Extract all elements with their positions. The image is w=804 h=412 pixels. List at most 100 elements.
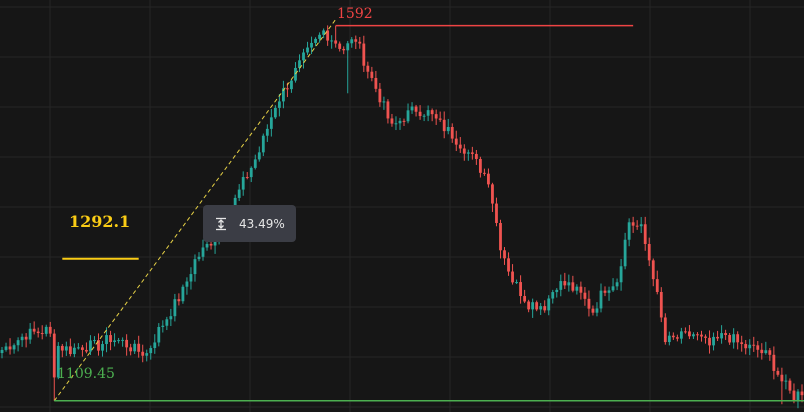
candle	[362, 35, 366, 72]
candle	[398, 117, 402, 130]
candle	[189, 267, 193, 290]
measure-tooltip: 43.49%	[203, 205, 296, 242]
candle	[591, 305, 595, 316]
candles	[0, 25, 804, 409]
candle	[603, 286, 607, 297]
candle	[253, 154, 257, 170]
candle	[756, 340, 760, 358]
candle	[559, 274, 563, 297]
candle	[639, 217, 643, 234]
candle	[792, 383, 796, 404]
candle	[547, 295, 551, 316]
candle	[390, 113, 394, 127]
candle	[800, 384, 804, 403]
candle	[197, 252, 201, 262]
candle	[776, 367, 780, 377]
candle	[748, 339, 752, 356]
candle	[635, 220, 639, 230]
candle	[370, 66, 374, 82]
candle	[141, 344, 145, 363]
candle	[692, 332, 695, 339]
candle	[193, 254, 197, 282]
candle	[81, 344, 84, 357]
candle	[551, 289, 555, 304]
candle	[503, 247, 506, 265]
candle	[89, 335, 92, 356]
candle	[796, 389, 800, 409]
candle	[772, 346, 776, 380]
candle	[318, 32, 321, 43]
measure-percent: 43.49%	[239, 216, 285, 231]
candle	[575, 284, 579, 295]
candle	[768, 348, 772, 361]
candle	[410, 102, 414, 114]
candle	[675, 334, 679, 342]
candle	[426, 105, 430, 122]
candle	[76, 343, 80, 350]
candle	[780, 367, 784, 405]
candle	[205, 240, 209, 251]
candle	[8, 338, 12, 355]
candle	[290, 78, 293, 93]
candle	[314, 37, 317, 47]
candle	[679, 327, 683, 344]
candle	[491, 182, 494, 212]
candle	[595, 302, 599, 317]
candle	[129, 343, 133, 356]
candle	[623, 232, 627, 270]
candle	[430, 108, 434, 122]
candle	[507, 252, 510, 276]
candle	[382, 96, 386, 110]
candle	[173, 293, 177, 322]
candle	[56, 342, 60, 380]
candle	[4, 342, 8, 352]
candle	[736, 331, 740, 350]
candle	[627, 218, 631, 247]
candle	[68, 338, 72, 357]
candle	[298, 54, 301, 73]
candle	[495, 197, 498, 227]
candle	[72, 343, 76, 358]
candle	[85, 342, 88, 354]
candle	[716, 330, 719, 341]
candle	[458, 137, 462, 153]
candle	[237, 184, 241, 201]
candle	[466, 149, 470, 161]
candle	[109, 330, 112, 351]
candle	[724, 329, 728, 340]
candle	[378, 82, 382, 107]
candle	[201, 239, 205, 261]
candle	[165, 316, 169, 331]
candle	[181, 284, 185, 304]
candle	[515, 279, 518, 285]
candle	[446, 118, 450, 135]
candle	[97, 333, 100, 356]
candle	[113, 333, 116, 347]
candle	[418, 105, 422, 120]
candle	[567, 274, 571, 292]
candle	[169, 308, 173, 327]
candle	[16, 337, 20, 352]
candle	[527, 299, 531, 313]
candle	[764, 341, 768, 355]
candle	[269, 109, 273, 137]
candle	[422, 113, 426, 122]
candle	[647, 237, 651, 267]
candle	[310, 36, 313, 55]
candle	[788, 378, 792, 394]
candle	[708, 330, 711, 354]
trend-line[interactable]	[53, 19, 337, 402]
candle	[12, 343, 16, 354]
candle	[24, 333, 28, 348]
candle	[671, 332, 675, 340]
candle	[117, 337, 120, 344]
candle	[40, 325, 44, 340]
candle	[631, 216, 635, 233]
candle	[579, 281, 583, 300]
candle	[535, 300, 539, 312]
candle	[366, 61, 370, 79]
candle	[700, 330, 703, 342]
candle	[48, 321, 52, 337]
candle	[20, 333, 24, 347]
